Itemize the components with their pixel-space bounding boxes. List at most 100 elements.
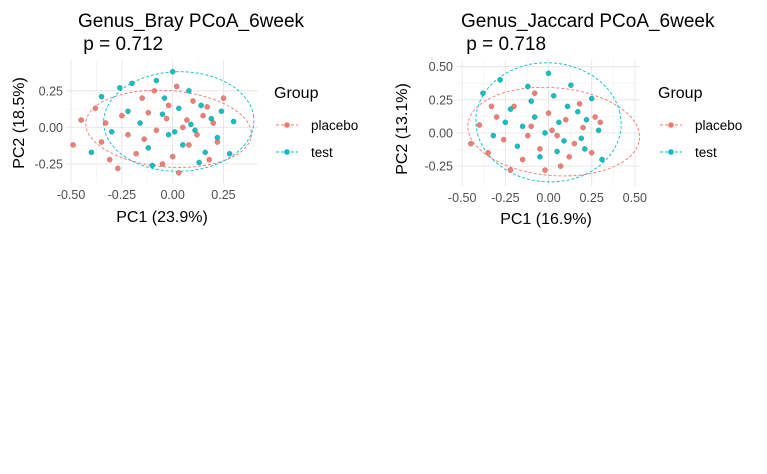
bray-y-tick-labels: -0.25 0.00 0.25 (35, 84, 64, 171)
jaccard-chart-title: Genus_Jaccard PCoA_6week (461, 11, 715, 32)
bray-point-test (218, 108, 225, 115)
jaccard-chart-subtitle: p = 0.718 (461, 34, 546, 55)
jaccard-x-tick-label: -0.50 (448, 191, 477, 205)
bray-point-test (176, 105, 182, 112)
bray-point-placebo (200, 112, 206, 119)
jaccard-point-test (490, 132, 497, 139)
bray-point-placebo (151, 88, 158, 94)
bray-point-placebo (206, 156, 212, 163)
bray-point-test (180, 142, 186, 148)
bray-point-test (208, 115, 215, 122)
jaccard-point-placebo (542, 167, 548, 173)
bray-point-placebo (106, 156, 113, 163)
bray-point-placebo (190, 98, 196, 104)
bray-point-placebo (70, 142, 76, 148)
jaccard-point-test (514, 143, 521, 149)
bray-point-placebo (159, 161, 166, 167)
bray-point-placebo (163, 115, 170, 122)
bray-chart-title: Genus_Bray PCoA_6week (78, 11, 305, 32)
jaccard-x-axis-label: PC1 (16.9%) (500, 211, 592, 228)
bray-y-tick-label: -0.25 (35, 157, 64, 171)
bray-legend-title: Group (274, 85, 319, 102)
bray-point-test (169, 68, 176, 75)
jaccard-y-tick-label: -0.25 (425, 160, 454, 174)
jaccard-ellipse-placebo (467, 86, 640, 177)
jaccard-x-tick-labels: -0.50 -0.25 0.00 0.25 0.50 (448, 191, 647, 205)
bray-point-placebo (139, 95, 145, 101)
jaccard-point-test (556, 119, 562, 126)
jaccard-legend-key-dot-placebo (668, 122, 674, 128)
bray-legend-key-dot-test (284, 149, 290, 155)
bray-point-test (196, 159, 202, 166)
bray-x-tick-labels: -0.50 -0.25 0.00 0.25 (57, 188, 236, 202)
jaccard-point-test (582, 146, 588, 152)
jaccard-point-placebo (576, 101, 583, 107)
bray-y-tick-label: 0.00 (39, 121, 63, 135)
bray-point-placebo (173, 83, 180, 90)
bray-x-axis-label: PC1 (23.9%) (116, 209, 208, 226)
jaccard-point-placebo (500, 136, 507, 143)
bray-point-placebo (102, 120, 109, 126)
bray-point-test (214, 134, 221, 141)
bray-point-test (153, 77, 160, 84)
bray-point-test (149, 162, 156, 169)
bray-point-test (161, 95, 168, 101)
jaccard-point-test (554, 148, 560, 155)
jaccard-point-placebo (588, 150, 595, 156)
jaccard-point-placebo (554, 132, 560, 139)
jaccard-point-test (578, 135, 585, 142)
bray-point-placebo (184, 117, 190, 123)
jaccard-legend-title: Group (658, 85, 703, 102)
jaccard-point-placebo (531, 90, 538, 96)
jaccard-point-placebo (549, 127, 555, 134)
jaccard-point-placebo (537, 146, 543, 152)
bray-points (70, 68, 237, 176)
jaccard-point-test (561, 138, 567, 144)
jaccard-point-placebo (597, 119, 604, 126)
bray-ellipses (85, 71, 255, 172)
bray-x-tick-label: -0.50 (57, 188, 86, 202)
jaccard-point-test (497, 77, 503, 83)
bray-point-test (159, 111, 166, 117)
bray-legend-label-placebo: placebo (311, 118, 358, 133)
jaccard-point-test (599, 156, 605, 163)
bray-legend: Group placebo test (274, 85, 358, 160)
jaccard-point-placebo (545, 110, 552, 116)
jaccard-point-placebo (571, 140, 578, 147)
jaccard-point-test (545, 70, 552, 77)
jaccard-point-placebo (566, 154, 572, 160)
jaccard-point-test (542, 130, 548, 136)
bray-point-test (129, 80, 135, 87)
jaccard-point-test (480, 90, 486, 96)
jaccard-point-placebo (468, 140, 474, 147)
jaccard-point-test (537, 154, 543, 160)
bray-x-tick-label: 0.25 (211, 188, 235, 202)
bray-ellipse-test (103, 71, 255, 172)
bray-point-placebo (78, 117, 84, 123)
jaccard-panel: Genus_Jaccard PCoA_6week p = 0.718 -0.50… (394, 11, 742, 228)
bray-y-tick-label: 0.25 (39, 84, 63, 98)
bray-x-tick-label: -0.25 (108, 188, 137, 202)
jaccard-legend-key-dot-test (668, 149, 674, 155)
jaccard-point-test (564, 103, 571, 110)
bray-point-test (125, 108, 131, 115)
bray-point-placebo (119, 112, 125, 119)
bray-legend-label-test: test (311, 145, 333, 160)
jaccard-legend-label-placebo: placebo (695, 118, 742, 133)
bray-point-placebo (220, 95, 227, 101)
bray-point-placebo (133, 150, 139, 157)
jaccard-point-placebo (476, 122, 483, 128)
jaccard-points (468, 70, 605, 173)
bray-point-test (171, 129, 178, 135)
bray-point-placebo (115, 165, 121, 172)
jaccard-legend: Group placebo test (658, 85, 742, 160)
jaccard-ellipse-test (475, 62, 622, 183)
bray-point-test (108, 129, 115, 135)
jaccard-point-test (507, 106, 514, 112)
bray-point-placebo (145, 109, 152, 116)
jaccard-point-placebo (580, 124, 586, 131)
jaccard-point-test (550, 93, 557, 99)
bray-point-placebo (186, 142, 192, 148)
